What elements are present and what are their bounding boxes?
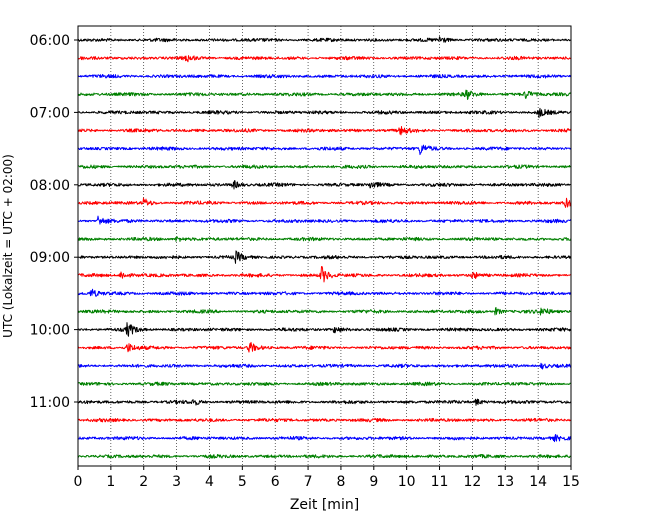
y-axis-label: UTC (Lokalzeit = UTC + 02:00) bbox=[1, 154, 15, 338]
trace-row-1115 bbox=[77, 417, 572, 423]
trace-row-0915 bbox=[77, 266, 572, 283]
trace-row-1030 bbox=[77, 362, 572, 370]
x-tick-label-8: 8 bbox=[336, 474, 345, 490]
trace-row-0615 bbox=[77, 55, 572, 63]
x-tick-label-12: 12 bbox=[463, 474, 481, 490]
trace-row-0730 bbox=[77, 144, 572, 156]
y-tick-label-06:00: 06:00 bbox=[30, 33, 70, 49]
trace-row-0630 bbox=[77, 73, 572, 79]
y-tick-label-11:00: 11:00 bbox=[30, 395, 70, 411]
x-tick-layer: 0 1 2 3 4 5 6 7 8 9 10 11 12 13 14 15 bbox=[74, 466, 580, 490]
trace-row-1045 bbox=[77, 381, 572, 387]
trace-row-0600 bbox=[77, 36, 572, 43]
y-tick-label-07:00: 07:00 bbox=[30, 105, 70, 121]
x-tick-label-6: 6 bbox=[271, 474, 280, 490]
x-tick-label-2: 2 bbox=[139, 474, 148, 490]
trace-layer bbox=[77, 36, 572, 459]
x-tick-label-0: 0 bbox=[74, 474, 83, 490]
trace-row-0945 bbox=[77, 306, 572, 316]
trace-row-0815 bbox=[77, 197, 572, 208]
trace-row-0745 bbox=[77, 164, 572, 170]
trace-row-0845 bbox=[77, 236, 572, 242]
trace-row-0930 bbox=[77, 288, 572, 297]
trace-row-0700 bbox=[77, 107, 572, 119]
trace-row-0900 bbox=[77, 250, 572, 264]
x-tick-label-9: 9 bbox=[369, 474, 378, 490]
x-tick-label-13: 13 bbox=[496, 474, 514, 490]
x-tick-label-10: 10 bbox=[398, 474, 416, 490]
x-tick-label-7: 7 bbox=[304, 474, 313, 490]
trace-row-1015 bbox=[77, 341, 572, 353]
trace-row-1100 bbox=[77, 398, 572, 406]
trace-row-0715 bbox=[77, 125, 572, 136]
y-tick-label-09:00: 09:00 bbox=[30, 250, 70, 266]
y-tick-layer: 06:00 07:00 08:00 09:00 10:00 11:00 bbox=[30, 33, 78, 411]
x-tick-label-15: 15 bbox=[562, 474, 580, 490]
x-tick-label-3: 3 bbox=[172, 474, 181, 490]
grid-layer bbox=[110, 26, 539, 466]
x-tick-label-11: 11 bbox=[431, 474, 449, 490]
y-tick-label-10:00: 10:00 bbox=[30, 323, 70, 339]
x-tick-label-5: 5 bbox=[238, 474, 247, 490]
x-tick-label-4: 4 bbox=[205, 474, 214, 490]
x-axis-label: Zeit [min] bbox=[290, 497, 359, 513]
trace-row-0800 bbox=[77, 180, 572, 190]
trace-row-0645 bbox=[77, 89, 572, 100]
trace-row-0830 bbox=[77, 215, 572, 225]
trace-row-1000 bbox=[77, 322, 572, 337]
x-tick-label-1: 1 bbox=[106, 474, 115, 490]
x-tick-label-14: 14 bbox=[529, 474, 547, 490]
trace-row-1130 bbox=[77, 434, 572, 443]
trace-row-1145 bbox=[77, 453, 572, 459]
y-tick-label-08:00: 08:00 bbox=[30, 178, 70, 194]
plot-frame bbox=[77, 25, 572, 467]
